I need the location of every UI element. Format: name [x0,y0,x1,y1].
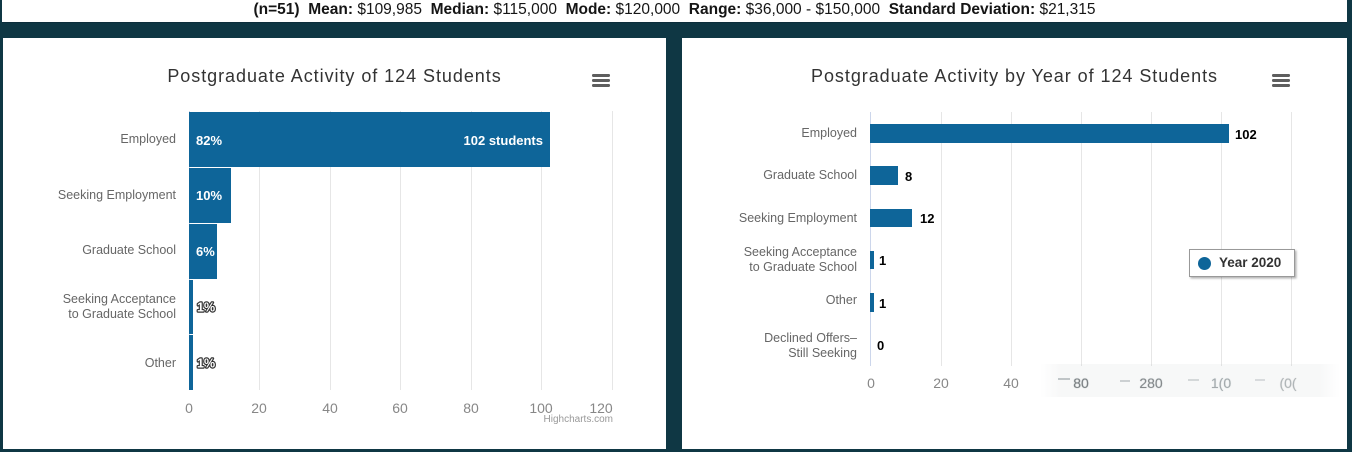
svg-text:1%: 1% [197,356,215,370]
svg-text:1%: 1% [197,301,215,315]
